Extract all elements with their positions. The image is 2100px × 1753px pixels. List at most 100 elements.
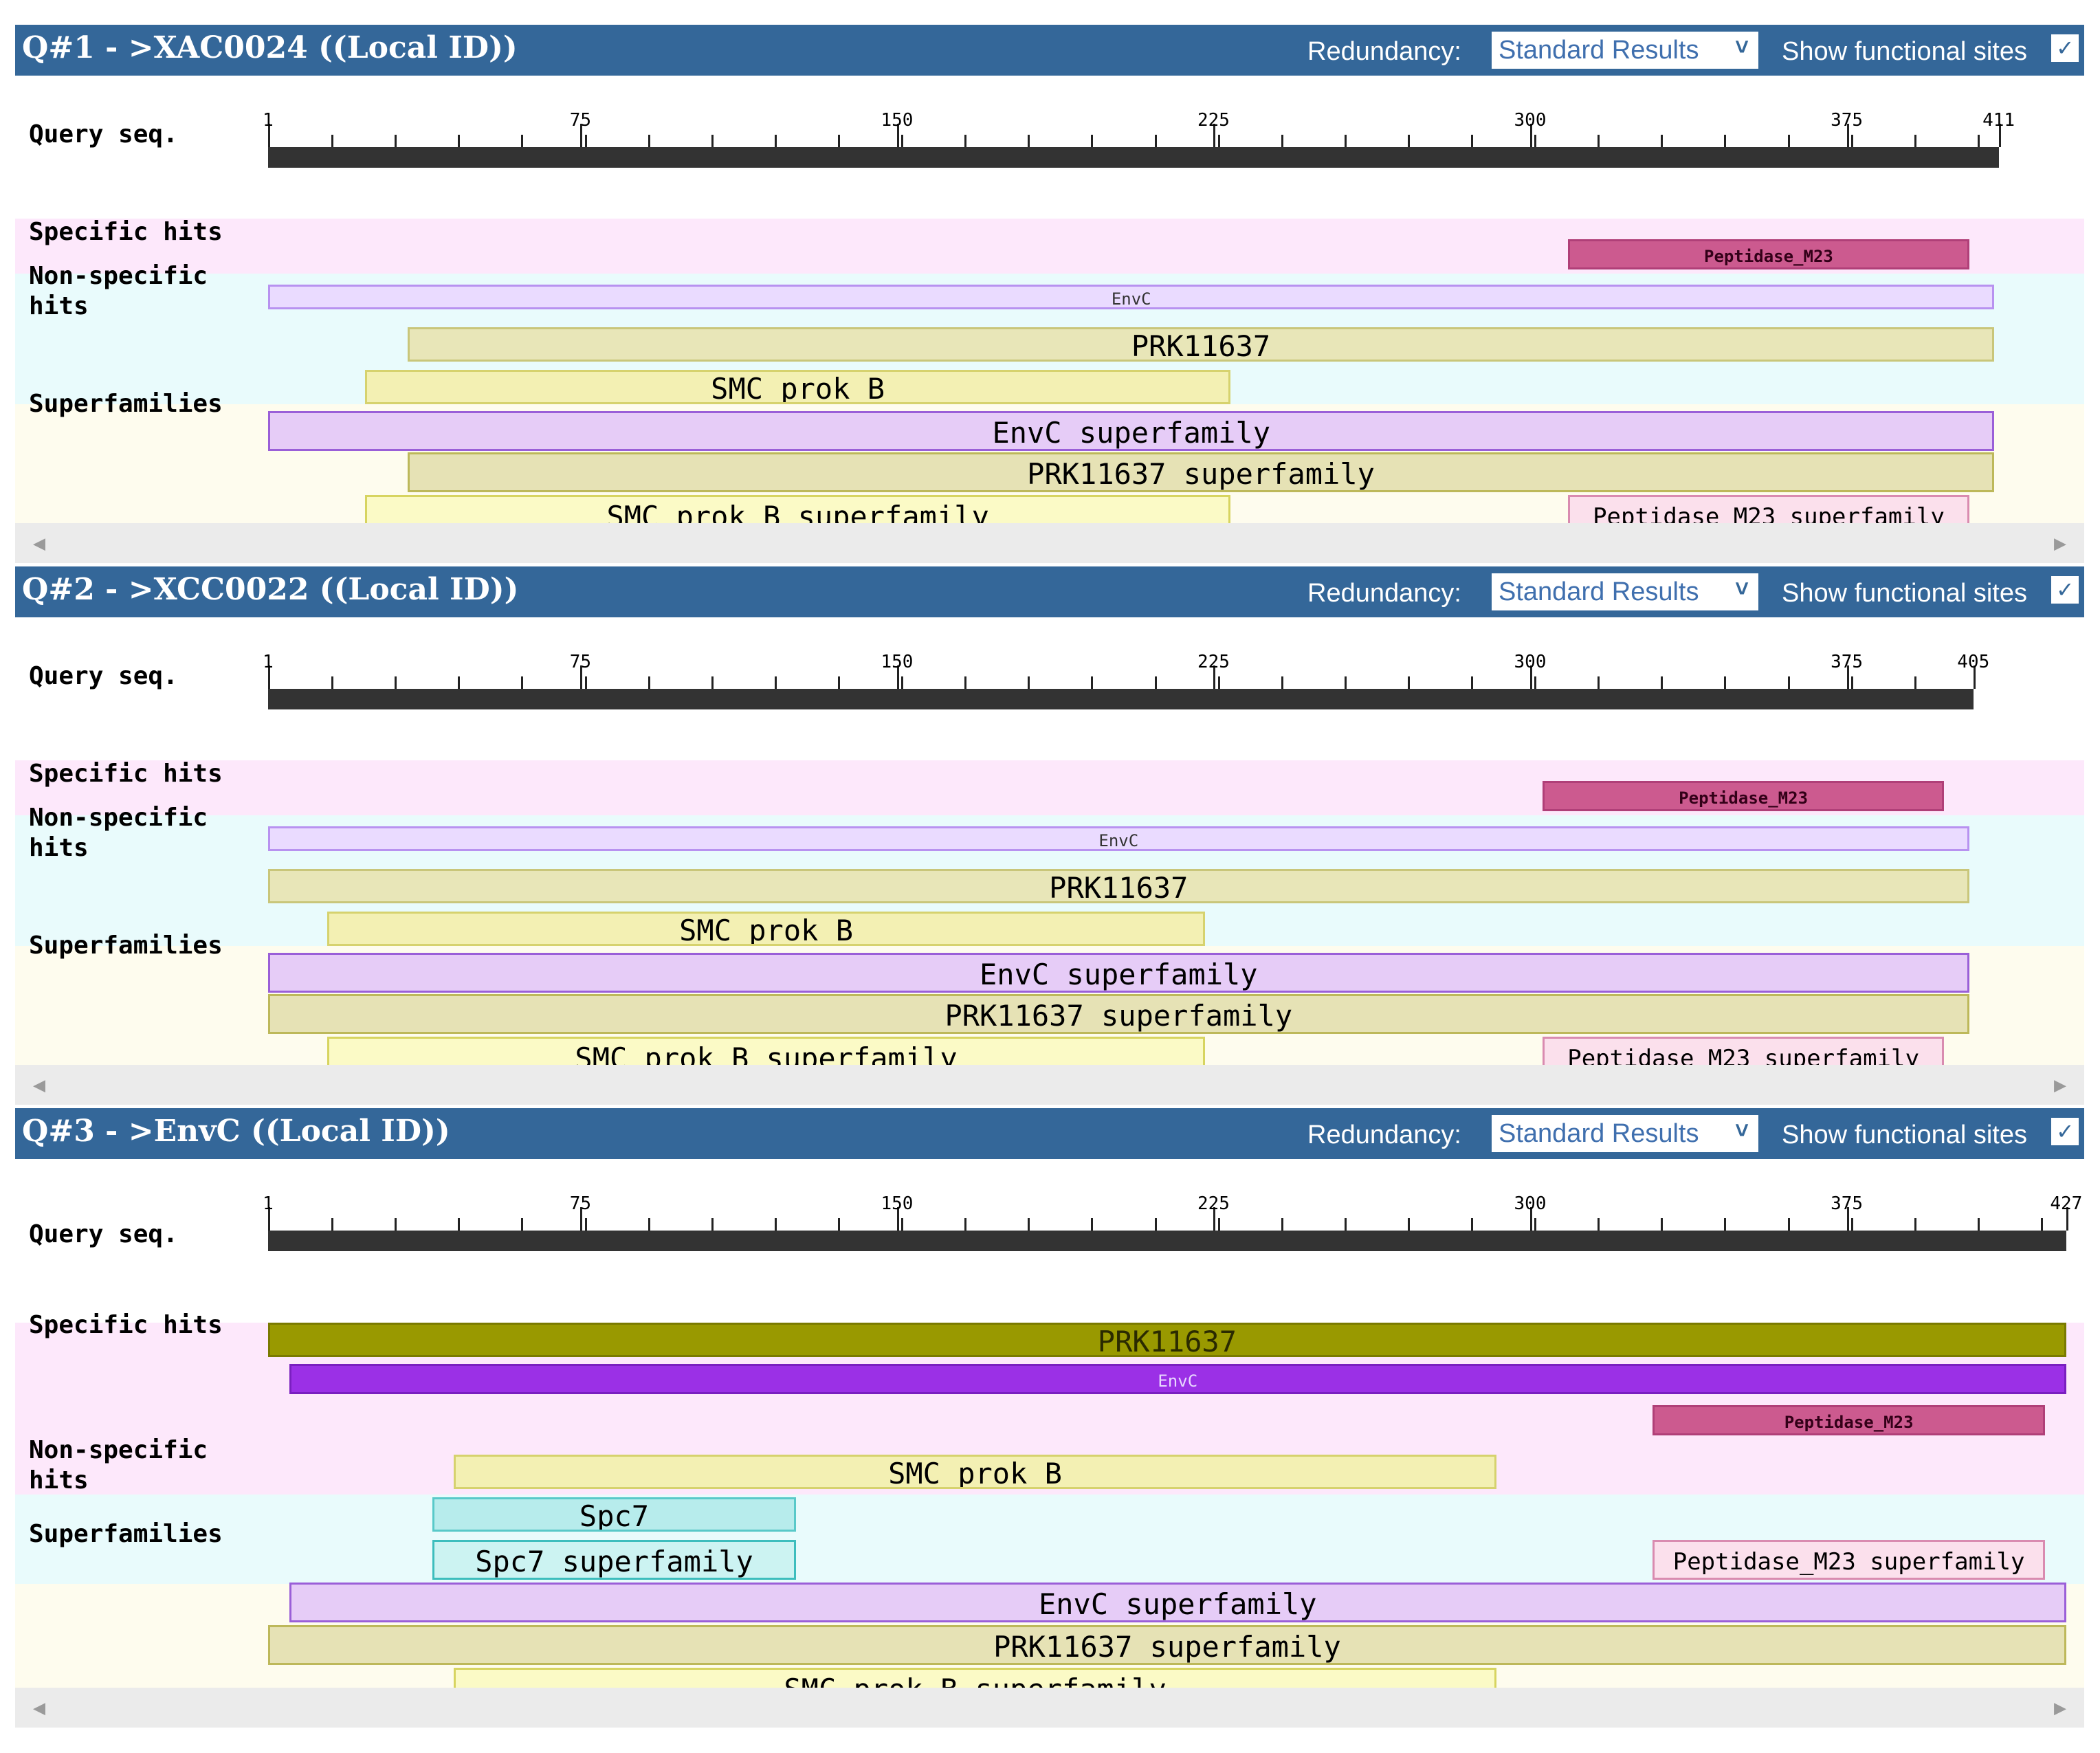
scroll-right-icon[interactable]: ▶ [2053, 531, 2066, 555]
ruler-tick [1154, 676, 1157, 689]
ruler-tick [1850, 135, 1853, 147]
nonspecific-hits-label: Non-specific hits [29, 1436, 208, 1495]
ruler-tick [1281, 135, 1283, 147]
ruler-tick [1661, 676, 1664, 689]
ruler-tick [1091, 676, 1094, 689]
ruler-tick [1661, 135, 1664, 147]
show-functional-sites-checkbox[interactable]: ✓ [2051, 1118, 2079, 1145]
ruler-tick [1977, 1218, 1980, 1231]
ruler-tick [1091, 135, 1094, 147]
ruler-tick-label: 150 [881, 1193, 914, 1214]
redundancy-select[interactable]: Standard Results ˅ [1492, 1115, 1758, 1152]
show-functional-sites-label: Show functional sites [1782, 1121, 2027, 1149]
ruler-tick [964, 1218, 967, 1231]
ruler-tick-label: 300 [1514, 110, 1547, 131]
ruler-tick [584, 676, 587, 689]
domain-hit-envc-ns[interactable]: EnvC [268, 285, 1995, 309]
domain-hit-envc-sf[interactable]: EnvC superfamily [289, 1583, 2066, 1622]
redundancy-label: Redundancy: [1307, 579, 1461, 608]
ruler-major-tick [1846, 1207, 1849, 1231]
ruler-tick [774, 1218, 777, 1231]
horizontal-scrollbar[interactable]: ◀ ▶ [15, 1065, 2084, 1105]
query-seq-bar [268, 689, 1974, 709]
ruler-tick-label: 405 [1957, 652, 1990, 672]
ruler-tick [1850, 676, 1853, 689]
ruler-tick [1977, 135, 1980, 147]
query-seq-bar [268, 1231, 2066, 1251]
scroll-right-icon[interactable]: ▶ [2053, 1073, 2066, 1097]
ruler-tick [395, 135, 397, 147]
scroll-left-icon[interactable]: ◀ [33, 531, 46, 555]
ruler-tick [964, 676, 967, 689]
scroll-right-icon[interactable]: ▶ [2053, 1696, 2066, 1720]
horizontal-scrollbar[interactable]: ◀ ▶ [15, 1688, 2084, 1728]
scroll-left-icon[interactable]: ◀ [33, 1073, 46, 1097]
ruler-major-tick [1530, 1207, 1532, 1231]
redundancy-select[interactable]: Standard Results ˅ [1492, 32, 1758, 69]
domain-hit-prk-ns[interactable]: PRK11637 [407, 327, 1995, 362]
ruler-tick [1091, 1218, 1094, 1231]
ruler-tick [1217, 1218, 1220, 1231]
domain-hit-envc-sf[interactable]: EnvC superfamily [268, 953, 1969, 993]
domain-hit-envc-sf[interactable]: EnvC superfamily [268, 411, 1995, 451]
ruler-tick [648, 135, 650, 147]
ruler-major-tick [1530, 665, 1532, 689]
query-seq-label: Query seq. [29, 120, 178, 148]
horizontal-scrollbar[interactable]: ◀ ▶ [15, 523, 2084, 563]
ruler-tick [1471, 676, 1474, 689]
ruler-tick [1217, 676, 1220, 689]
query-seq-label: Query seq. [29, 1220, 178, 1248]
ruler-tick [521, 135, 524, 147]
ruler-tick [901, 135, 904, 147]
domain-hit-prk-sf[interactable]: PRK11637 superfamily [268, 994, 1969, 1034]
ruler-tick [711, 1218, 714, 1231]
ruler-tick [711, 676, 714, 689]
ruler-major-tick [2066, 1207, 2068, 1231]
domain-hit-envc-spec[interactable]: EnvC [289, 1364, 2066, 1394]
ruler-tick-label: 150 [881, 652, 914, 672]
ruler-tick [1534, 1218, 1537, 1231]
show-functional-sites-checkbox[interactable]: ✓ [2051, 34, 2079, 62]
redundancy-label: Redundancy: [1307, 37, 1461, 66]
ruler-major-tick [896, 665, 899, 689]
ruler-tick [648, 1218, 650, 1231]
domain-hit-smc-ns[interactable]: SMC_prok_B [327, 912, 1206, 946]
ruler-tick [1154, 1218, 1157, 1231]
scroll-left-icon[interactable]: ◀ [33, 1696, 46, 1720]
ruler-tick [521, 1218, 524, 1231]
domain-hit-pep-sf[interactable]: Peptidase_M23 superfamily [1653, 1540, 2046, 1580]
domain-hit-prk-sf[interactable]: PRK11637 superfamily [407, 452, 1995, 492]
ruler-tick [1344, 676, 1347, 689]
ruler-tick [1598, 1218, 1600, 1231]
domain-hit-spc-sf[interactable]: Spc7 superfamily [432, 1540, 796, 1580]
ruler-tick [1471, 135, 1474, 147]
domain-hit-pep-spec[interactable]: Peptidase_M23 [1568, 239, 1969, 269]
ruler-tick [584, 1218, 587, 1231]
ruler-tick [584, 135, 587, 147]
query-seq-label: Query seq. [29, 662, 178, 690]
domain-hit-smc-ns[interactable]: SMC_prok_B [365, 370, 1231, 404]
domain-hit-smc-ns[interactable]: SMC_prok_B [454, 1455, 1496, 1489]
domain-hit-spc-ns[interactable]: Spc7 [432, 1497, 796, 1532]
ruler-tick-label: 75 [569, 1193, 592, 1214]
ruler-tick-label: 75 [569, 652, 592, 672]
domain-hit-envc-ns[interactable]: EnvC [268, 826, 1969, 851]
query-title: Q#2 - >XCC0022 ((Local ID)) [22, 572, 519, 607]
ruler-tick [1724, 676, 1727, 689]
domain-hit-prk-ns[interactable]: PRK11637 [268, 869, 1969, 903]
domain-hit-prk-sf[interactable]: PRK11637 superfamily [268, 1625, 2066, 1665]
ruler-tick [1281, 676, 1283, 689]
redundancy-label: Redundancy: [1307, 1121, 1461, 1149]
domain-hit-pep-spec[interactable]: Peptidase_M23 [1543, 781, 1944, 811]
ruler-major-tick [268, 665, 270, 689]
domain-hit-pep-spec[interactable]: Peptidase_M23 [1653, 1405, 2046, 1435]
ruler-tick-label: 300 [1514, 1193, 1547, 1214]
ruler-tick-label: 300 [1514, 652, 1547, 672]
ruler-major-tick [896, 1207, 899, 1231]
ruler-tick [837, 1218, 840, 1231]
redundancy-select[interactable]: Standard Results ˅ [1492, 573, 1758, 610]
ruler-major-tick [580, 124, 583, 147]
domain-hit-prk-spec[interactable]: PRK11637 [268, 1323, 2066, 1357]
ruler-tick [458, 676, 461, 689]
show-functional-sites-checkbox[interactable]: ✓ [2051, 576, 2079, 604]
